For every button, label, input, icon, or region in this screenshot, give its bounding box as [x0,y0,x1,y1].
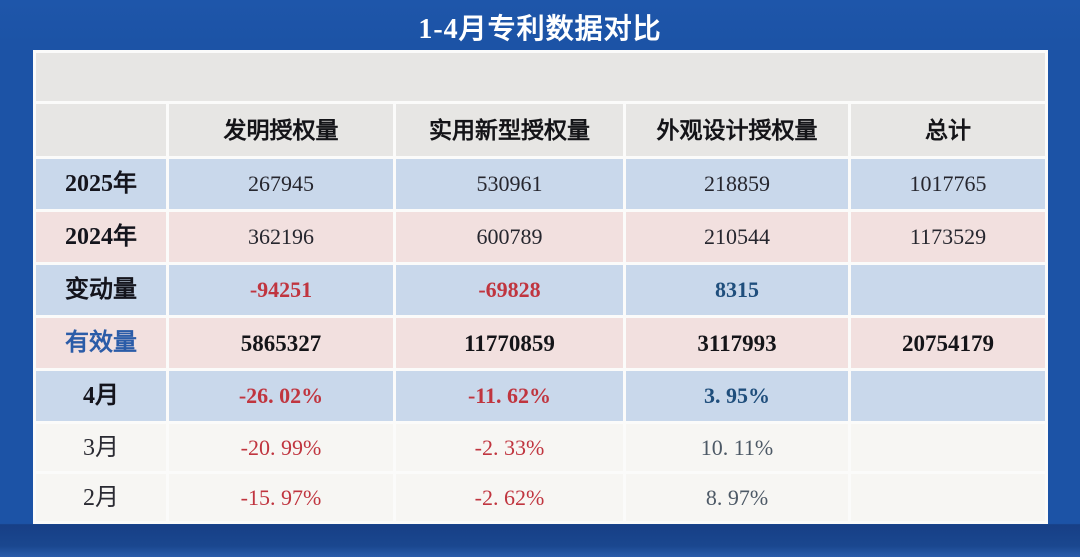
data-cell: 530961 [396,159,623,209]
data-cell: 1017765 [851,159,1045,209]
data-cell: 210544 [626,212,848,262]
data-cell: 11770859 [396,318,623,368]
column-header-total: 总计 [851,104,1045,156]
data-cell: -69828 [396,265,623,315]
table-row-february: 2月 -15. 97% -2. 62% 8. 97% [36,474,1045,521]
data-cell: 362196 [169,212,393,262]
data-cell: 3117993 [626,318,848,368]
data-cell [851,265,1045,315]
column-header-utility: 实用新型授权量 [396,104,623,156]
column-header-empty [36,104,166,156]
data-cell [851,424,1045,471]
row-label: 2025年 [36,159,166,209]
data-cell: 20754179 [851,318,1045,368]
table-row-march: 3月 -20. 99% -2. 33% 10. 11% [36,424,1045,471]
data-cell: 3. 95% [626,371,848,421]
table-row-change: 变动量 -94251 -69828 8315 [36,265,1045,315]
row-label: 3月 [36,424,166,471]
table-row-valid: 有效量 5865327 11770859 3117993 20754179 [36,318,1045,368]
data-cell: -94251 [169,265,393,315]
data-cell: 8. 97% [626,474,848,521]
table-row-2025: 2025年 267945 530961 218859 1017765 [36,159,1045,209]
data-cell: -20. 99% [169,424,393,471]
data-cell: -11. 62% [396,371,623,421]
data-cell: 267945 [169,159,393,209]
data-cell: 8315 [626,265,848,315]
row-label: 2024年 [36,212,166,262]
data-cell: -2. 33% [396,424,623,471]
data-cell: 10. 11% [626,424,848,471]
data-cell: 1173529 [851,212,1045,262]
page-title: 1-4月专利数据对比 [418,14,662,45]
data-cell: -15. 97% [169,474,393,521]
row-label: 4月 [36,371,166,421]
row-label: 变动量 [36,265,166,315]
row-label: 2月 [36,474,166,521]
table-row-2024: 2024年 362196 600789 210544 1173529 [36,212,1045,262]
data-cell: -26. 02% [169,371,393,421]
data-cell [851,474,1045,521]
table-row-april: 4月 -26. 02% -11. 62% 3. 95% [36,371,1045,421]
table-header-row: 发明授权量 实用新型授权量 外观设计授权量 总计 [36,104,1045,156]
table-top-spacer [36,53,1045,101]
column-header-invention: 发明授权量 [169,104,393,156]
data-cell [851,371,1045,421]
patent-data-table: 发明授权量 实用新型授权量 外观设计授权量 总计 2025年 267945 53… [33,50,1048,524]
data-cell: 218859 [626,159,848,209]
column-header-design: 外观设计授权量 [626,104,848,156]
data-cell: 600789 [396,212,623,262]
row-label: 有效量 [36,318,166,368]
data-cell: -2. 62% [396,474,623,521]
data-cell: 5865327 [169,318,393,368]
